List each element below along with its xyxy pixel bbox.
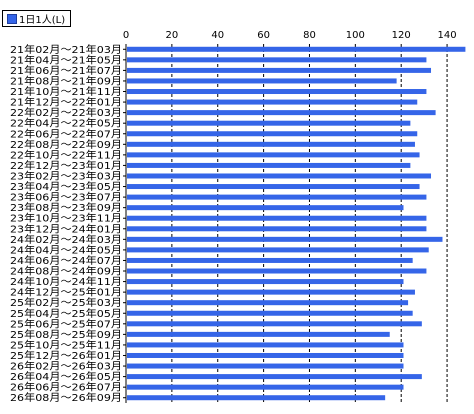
category-label: 22年08月～22年09月	[10, 138, 122, 151]
category-label: 25年12月～26年01月	[10, 349, 122, 362]
bar	[127, 395, 386, 401]
bar	[127, 257, 413, 263]
bar	[127, 46, 466, 52]
category-label: 21年12月～22年01月	[10, 96, 122, 109]
category-label: 22年04月～22年05月	[10, 117, 122, 130]
category-label: 23年06月～23年07月	[10, 191, 122, 204]
category-label: 22年12月～23年01月	[10, 159, 122, 172]
bar	[127, 247, 429, 253]
category-label: 24年10月～24年11月	[10, 275, 122, 288]
bar	[127, 363, 404, 369]
bar	[127, 99, 418, 105]
category-label: 26年02月～26年03月	[10, 360, 122, 373]
bar	[127, 279, 404, 285]
category-label: 25年04月～25年05月	[10, 307, 122, 320]
category-label: 23年12月～24年01月	[10, 222, 122, 235]
category-label: 25年10月～25年11月	[10, 338, 122, 351]
bar	[127, 57, 427, 63]
category-label: 26年06月～26年07月	[10, 381, 122, 394]
chart-legend: 1日1人(L)	[2, 10, 72, 27]
bar	[127, 289, 415, 295]
bar	[127, 374, 422, 380]
bar	[127, 215, 427, 221]
bar	[127, 162, 411, 168]
x-tick-label: 40	[211, 30, 224, 41]
category-label: 25年08月～25年09月	[10, 328, 122, 341]
bar	[127, 89, 427, 95]
bar	[127, 67, 432, 73]
bar	[127, 194, 427, 200]
category-label: 25年06月～25年07月	[10, 317, 122, 330]
category-label: 22年06月～22年07月	[10, 127, 122, 140]
bar	[127, 78, 397, 84]
category-label: 21年10月～21年11月	[10, 85, 122, 98]
category-label: 24年12月～25年01月	[10, 286, 122, 299]
bar	[127, 110, 436, 116]
bar	[127, 131, 418, 137]
category-label: 21年02月～21年03月	[10, 43, 122, 56]
bar	[127, 236, 443, 242]
category-label: 23年10月～23年11月	[10, 212, 122, 225]
x-tick-label: 0	[123, 30, 129, 41]
bar	[127, 141, 415, 147]
bar	[127, 384, 404, 390]
category-label: 24年08月～24年09月	[10, 265, 122, 278]
category-label: 24年04月～24年05月	[10, 243, 122, 256]
category-label: 24年02月～24年03月	[10, 233, 122, 246]
category-label: 25年02月～25年03月	[10, 296, 122, 309]
legend-label: 1日1人(L)	[19, 15, 66, 26]
category-label: 23年08月～23年09月	[10, 201, 122, 214]
legend-swatch	[7, 13, 17, 24]
bar	[127, 205, 404, 211]
x-tick-label: 20	[165, 30, 178, 41]
bar	[127, 152, 420, 158]
category-label: 24年06月～24年07月	[10, 254, 122, 267]
bar	[127, 120, 411, 126]
x-tick-label: 140	[438, 30, 457, 41]
bar	[127, 321, 422, 327]
category-label: 26年08月～26年09月	[10, 391, 122, 404]
bar	[127, 173, 432, 179]
x-tick-label: 60	[257, 30, 270, 41]
category-label: 23年02月～23年03月	[10, 169, 122, 182]
bar	[127, 331, 390, 337]
bar	[127, 184, 420, 190]
category-label: 22年10月～22年11月	[10, 148, 122, 161]
bar	[127, 226, 427, 232]
bar	[127, 310, 413, 316]
category-label: 21年06月～21年07月	[10, 64, 122, 77]
category-label: 23年04月～23年05月	[10, 180, 122, 193]
x-tick-label: 120	[392, 30, 411, 41]
bar	[127, 300, 409, 306]
x-tick-label: 100	[346, 30, 365, 41]
category-label: 21年04月～21年05月	[10, 53, 122, 66]
x-tick-label: 80	[303, 30, 316, 41]
category-label: 21年08月～21年09月	[10, 74, 122, 87]
bar	[127, 352, 404, 358]
bar	[127, 268, 427, 274]
category-label: 22年02月～22年03月	[10, 106, 122, 119]
category-label: 26年04月～26年05月	[10, 370, 122, 383]
bar	[127, 342, 404, 348]
